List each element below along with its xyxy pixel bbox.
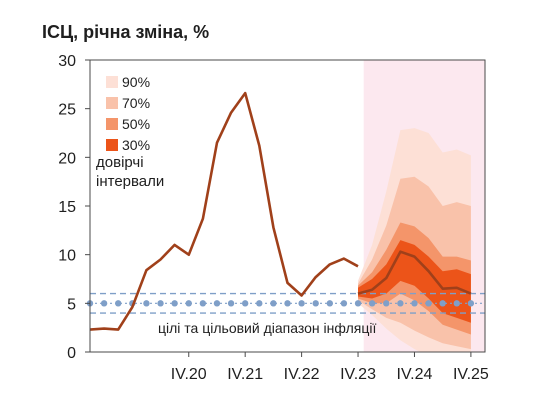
legend-title: інтервали xyxy=(96,173,164,190)
target-marker xyxy=(298,300,305,307)
legend-swatch-30pct xyxy=(106,139,118,151)
target-marker xyxy=(100,300,108,307)
target-marker xyxy=(439,300,446,307)
y-tick-label: 30 xyxy=(58,53,76,70)
target-marker xyxy=(312,300,319,307)
target-marker xyxy=(171,300,178,307)
legend-swatch-50pct xyxy=(106,118,118,130)
target-marker xyxy=(213,300,221,307)
x-tick-label: IV.21 xyxy=(227,366,263,383)
legend-label: 30% xyxy=(122,137,150,153)
y-tick-label: 10 xyxy=(58,248,76,265)
x-tick-label: IV.22 xyxy=(284,366,320,383)
x-tick-label: IV.23 xyxy=(340,366,376,383)
x-tick-label: IV.25 xyxy=(453,366,489,383)
legend-label: 90% xyxy=(122,74,150,90)
legend-label: 50% xyxy=(122,116,150,132)
legend-title: довірчі xyxy=(96,154,144,171)
target-marker xyxy=(368,300,376,307)
target-marker xyxy=(354,300,362,307)
forecast-central-line xyxy=(357,250,472,295)
target-marker xyxy=(227,300,235,307)
x-tick-label: IV.20 xyxy=(171,366,207,383)
target-marker xyxy=(199,300,207,307)
target-marker xyxy=(157,300,164,307)
actual-cpi-line xyxy=(89,91,359,331)
target-marker xyxy=(256,300,263,307)
target-annotation: цілі та цільовий діапазон інфляції xyxy=(158,320,376,336)
target-marker xyxy=(340,300,348,307)
target-marker xyxy=(185,300,192,307)
target-marker xyxy=(467,300,475,307)
legend-swatch-90pct xyxy=(106,76,118,88)
target-marker xyxy=(284,300,291,307)
x-tick-label: IV.24 xyxy=(397,366,433,383)
y-tick-label: 0 xyxy=(67,345,76,362)
target-marker xyxy=(425,300,432,307)
y-tick-label: 25 xyxy=(58,102,76,119)
target-marker xyxy=(143,300,150,307)
legend-label: 70% xyxy=(122,95,150,111)
target-marker xyxy=(453,300,460,307)
y-tick-label: 20 xyxy=(58,150,76,167)
target-marker xyxy=(326,300,334,307)
y-tick-label: 15 xyxy=(58,199,76,216)
target-marker xyxy=(397,300,404,307)
target-marker xyxy=(383,300,390,307)
legend-swatch-70pct xyxy=(106,97,118,109)
target-marker xyxy=(115,300,122,307)
target-marker xyxy=(241,300,249,307)
y-tick-label: 5 xyxy=(67,296,76,313)
chart-title: ІСЦ, річна зміна, % xyxy=(42,22,210,42)
target-marker xyxy=(270,300,277,307)
target-marker xyxy=(411,300,418,307)
